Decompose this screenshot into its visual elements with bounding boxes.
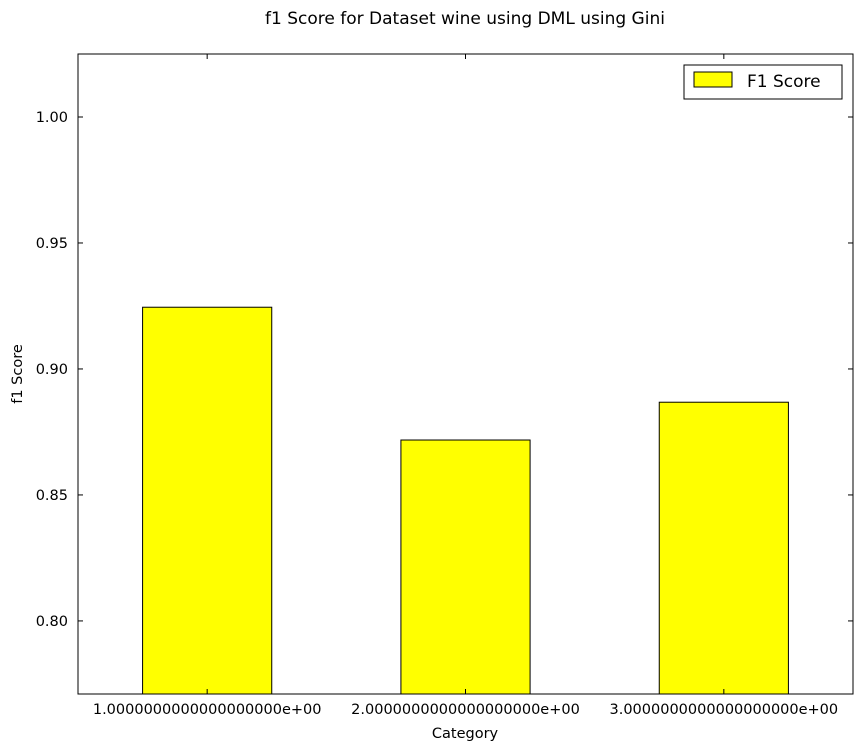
axis-ticks: [78, 54, 853, 694]
chart-title: f1 Score for Dataset wine using DML usin…: [265, 9, 665, 29]
legend-label: F1 Score: [747, 72, 821, 92]
y-tick-label: 0.95: [36, 236, 68, 252]
bar-2: [400, 439, 531, 695]
y-tick-label: 0.85: [36, 488, 68, 504]
y-axis-label: f1 Score: [10, 344, 26, 404]
y-tick-label: 1.00: [36, 110, 68, 126]
bars: [142, 306, 789, 695]
legend-swatch: [693, 71, 733, 88]
y-tick-label: 0.80: [36, 614, 68, 630]
bar-3: [658, 401, 789, 695]
legend: F1 Score: [683, 64, 843, 100]
y-tick-labels: 0.80 0.85 0.90 0.95 1.00: [36, 110, 68, 630]
bar-1: [142, 306, 273, 695]
x-tick-label: 2.0000000000000000000e+00: [351, 702, 580, 718]
y-tick-label: 0.90: [36, 362, 68, 378]
x-tick-label: 1.0000000000000000000e+00: [93, 702, 322, 718]
x-tick-labels: 1.0000000000000000000e+00 2.0000000000000…: [93, 702, 838, 718]
x-axis-label: Category: [432, 726, 499, 742]
x-tick-label: 3.0000000000000000000e+00: [610, 702, 839, 718]
